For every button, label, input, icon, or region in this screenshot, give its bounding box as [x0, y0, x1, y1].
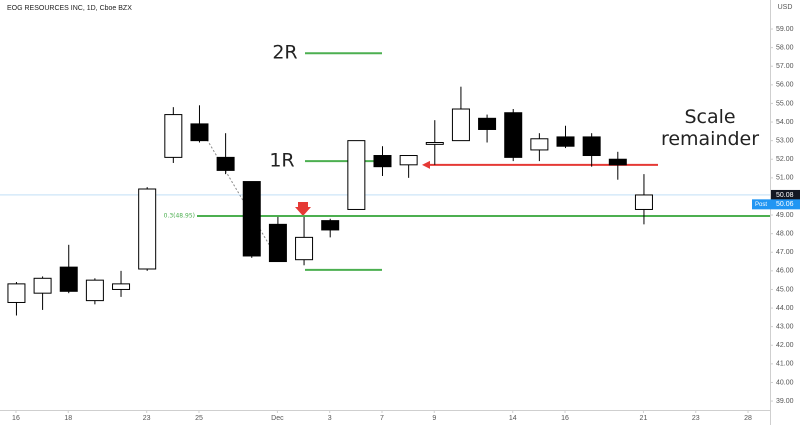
candle-body	[425, 141, 444, 145]
candle-body	[399, 155, 418, 166]
x-tick-label: 23	[692, 415, 700, 422]
candle-body	[268, 223, 287, 263]
y-tick-label: 59.00	[776, 26, 794, 33]
y-tick-label: 45.00	[776, 286, 794, 293]
candle-body	[112, 283, 131, 290]
y-tick-label: 52.00	[776, 156, 794, 163]
y-tick-label: 56.00	[776, 82, 794, 89]
candle-body	[164, 114, 183, 158]
candle-body	[242, 181, 261, 257]
candle-body	[85, 279, 104, 302]
y-tick-label: 43.00	[776, 324, 794, 331]
level-label: 0.3(48.95)	[164, 212, 195, 219]
candle-body	[7, 283, 26, 303]
y-tick-label: 58.00	[776, 44, 794, 51]
y-tick-label: 44.00	[776, 305, 794, 312]
post-price-badge	[752, 199, 800, 210]
y-tick-label: 55.00	[776, 100, 794, 107]
last-price-badge	[771, 189, 800, 200]
level-arrowhead	[422, 160, 430, 169]
y-tick-label: 51.00	[776, 175, 794, 182]
candle-body	[556, 136, 575, 147]
x-tick-label: 16	[12, 415, 20, 422]
x-tick-label: Dec	[271, 415, 284, 422]
candle-body	[582, 136, 601, 157]
level-label: Scale remainder	[660, 106, 760, 150]
candle-body	[190, 123, 209, 142]
y-tick-label: 41.00	[776, 361, 794, 368]
candle-body	[216, 156, 235, 171]
candle-body	[478, 117, 497, 130]
post-price-name: Post	[755, 202, 767, 208]
candle-body	[530, 138, 549, 151]
y-tick-label: 53.00	[776, 137, 794, 144]
candle-body	[608, 158, 627, 166]
candle-body	[451, 108, 470, 142]
x-tick-label: 25	[195, 415, 203, 422]
x-tick-label: 21	[640, 415, 648, 422]
candle-body	[504, 112, 523, 158]
y-tick-label: 57.00	[776, 63, 794, 70]
level-label: 2R	[272, 42, 297, 64]
level-label: 1R	[269, 150, 294, 172]
candle-body	[373, 155, 392, 168]
y-tick-label: 54.00	[776, 119, 794, 126]
y-tick-label: 46.00	[776, 268, 794, 275]
chart-title: EOG RESOURCES INC, 1D, Cboe BZX	[7, 5, 132, 12]
candle-body	[321, 220, 340, 231]
post-price-label: 50.06	[776, 201, 794, 208]
x-tick-label: 7	[380, 415, 384, 422]
candle-body	[33, 277, 52, 294]
candle-body	[59, 266, 78, 292]
candle-body	[634, 194, 653, 210]
y-tick-label: 49.00	[776, 212, 794, 219]
trend-dotted-line	[198, 125, 278, 259]
x-tick-label: 18	[64, 415, 72, 422]
x-tick-label: 28	[744, 415, 752, 422]
currency-label: USD	[778, 4, 793, 11]
x-tick-label: 9	[432, 415, 436, 422]
y-tick-label: 40.00	[776, 379, 794, 386]
y-tick-label: 47.00	[776, 249, 794, 256]
y-tick-label: 42.00	[776, 342, 794, 349]
x-tick-label: 14	[509, 415, 517, 422]
x-tick-label: 16	[561, 415, 569, 422]
x-tick-label: 3	[328, 415, 332, 422]
y-tick-label: 48.00	[776, 230, 794, 237]
candle-body	[138, 188, 157, 270]
x-tick-label: 23	[143, 415, 151, 422]
entry-arrow	[295, 202, 311, 216]
candle-body	[347, 140, 366, 210]
y-tick-label: 39.00	[776, 398, 794, 405]
candle-body	[295, 236, 314, 261]
last-price-label: 50.08	[776, 192, 794, 199]
